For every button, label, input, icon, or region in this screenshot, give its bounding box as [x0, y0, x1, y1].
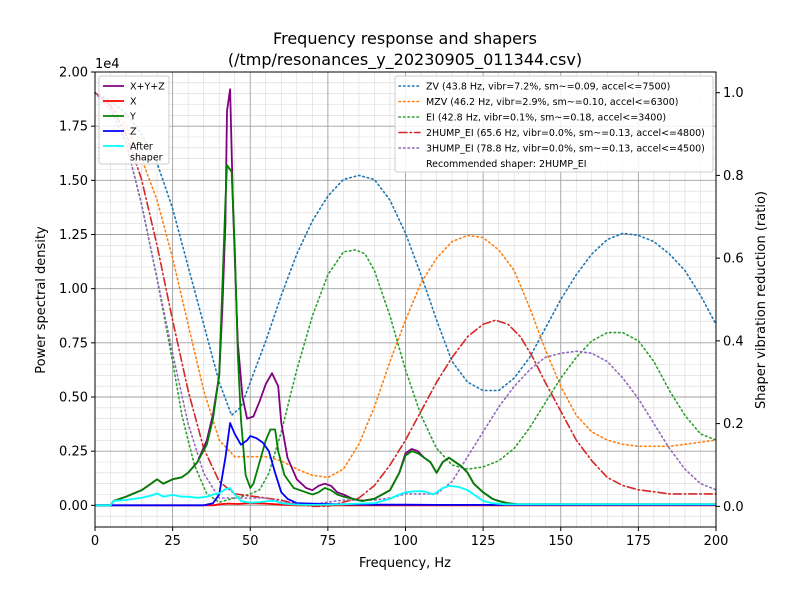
y-left-tick-label: 0.00 [59, 499, 88, 514]
y-left-tick-label: 2.00 [59, 66, 88, 81]
x-tick-label: 25 [164, 534, 181, 549]
y-left-tick-label: 0.25 [59, 445, 88, 460]
y-left-tick-label: 0.75 [59, 336, 88, 351]
psd-series-line-2 [95, 164, 716, 507]
y-left-tick-label: 1.00 [59, 282, 88, 297]
y-right-tick-label: 0.8 [723, 169, 744, 184]
legend-psd-label: Y [129, 112, 136, 123]
legend-psd-label: X+Y+Z [130, 82, 165, 93]
y-right-tick-label: 0.0 [723, 500, 744, 515]
y-right-tick-label: 1.0 [723, 86, 744, 101]
x-tick-label: 200 [704, 534, 729, 549]
legend-psd-box [98, 75, 170, 165]
y-left-tick-label: 1.50 [59, 174, 88, 189]
y-right-tick-label: 0.2 [723, 417, 744, 432]
y-right-tick-label: 0.6 [723, 252, 744, 267]
legend-shaper-label: 2HUMP_EI (65.6 Hz, vibr=0.0%, sm~=0.13, … [426, 128, 705, 139]
y-axis-left-label: Power spectral density [34, 226, 49, 374]
x-tick-label: 100 [393, 534, 418, 549]
y-offset-text: 1e4 [95, 57, 120, 72]
legend-shaper-label: 3HUMP_EI (78.8 Hz, vibr=0.0%, sm~=0.13, … [426, 144, 705, 155]
shaper-series-line-0 [94, 91, 717, 417]
y-axis-right-label: Shaper vibration reduction (ratio) [754, 191, 769, 409]
legend-shapers-box [394, 75, 714, 173]
legend-shaper-label: ZV (43.8 Hz, vibr=7.2%, sm~=0.09, accel<… [426, 82, 670, 93]
y-left-tick-label: 1.25 [59, 228, 88, 243]
x-tick-label: 75 [320, 534, 337, 549]
x-tick-label: 0 [91, 534, 99, 549]
shaper-series-line-2 [94, 91, 717, 504]
legend-psd-label: X [130, 97, 137, 108]
axis-ticks: 0 25 50 75 100 125 150 175 200 0.00 0.25 0.50 0.75 1.… [59, 66, 744, 550]
x-tick-label: 150 [548, 534, 573, 549]
y-left-tick-label: 0.50 [59, 391, 88, 406]
legend-psd-label: After [130, 142, 153, 153]
shaper-lines [94, 91, 717, 508]
legend-psd-label: Z [130, 127, 137, 138]
shaper-series-line-4 [94, 91, 717, 506]
legend-shaper-label: MZV (46.2 Hz, vibr=2.9%, sm~=0.10, accel… [426, 97, 678, 108]
y-left-tick-label: 1.75 [59, 120, 88, 135]
psd-lines [95, 88, 716, 507]
recommended-shaper-text: Recommended shaper: 2HUMP_EI [426, 159, 587, 170]
psd-series-line-4 [95, 484, 716, 507]
y-right-tick-label: 0.4 [723, 334, 744, 349]
legend-psd-label: shaper [130, 153, 163, 164]
legend-shaper-label: EI (42.8 Hz, vibr=0.1%, sm~=0.18, accel<… [426, 113, 666, 124]
shaper-series-line-3 [94, 91, 717, 508]
x-tick-label: 50 [242, 534, 259, 549]
chart-subtitle: (/tmp/resonances_y_20230905_011344.csv) [228, 50, 582, 70]
chart-title: Frequency response and shapers [273, 29, 537, 48]
x-tick-label: 125 [471, 534, 496, 549]
legend-shapers: ZV (43.8 Hz, vibr=7.2%, sm~=0.09, accel<… [394, 75, 714, 173]
x-axis-label: Frequency, Hz [359, 556, 451, 571]
x-tick-label: 175 [626, 534, 651, 549]
